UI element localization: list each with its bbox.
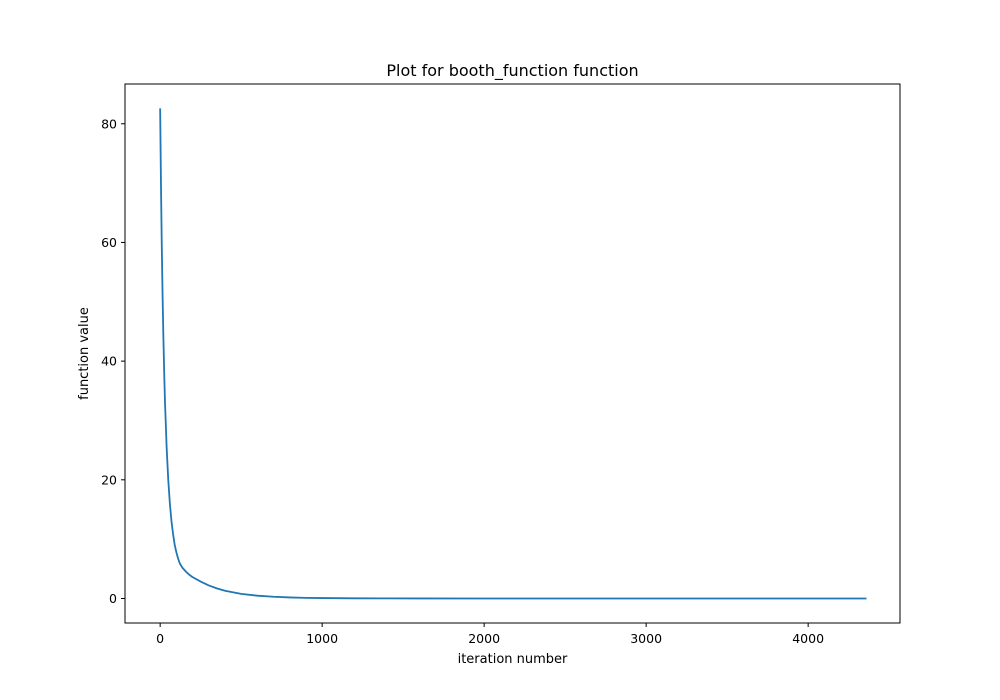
axes-frame: [124, 83, 901, 624]
y-axis-ticks: 0 20 40 60 80: [101, 116, 125, 606]
x-tick-label: 0: [156, 631, 164, 646]
series-line: [159, 108, 867, 600]
y-tick-label: 40: [101, 354, 117, 369]
chart-title: Plot for booth_function function: [386, 61, 638, 81]
x-tick-label: 1000: [306, 631, 338, 646]
y-tick-label: 80: [101, 116, 117, 131]
y-axis-label: function value: [77, 307, 92, 400]
y-tick-label: 60: [101, 235, 117, 250]
x-axis-label: iteration number: [458, 652, 568, 667]
y-tick-label: 20: [101, 472, 117, 487]
x-axis-ticks: 0 1000 2000 3000 4000: [156, 623, 824, 646]
y-tick-label: 0: [109, 591, 117, 606]
plot-area: [124, 83, 901, 624]
x-tick-label: 4000: [792, 631, 824, 646]
x-tick-label: 2000: [468, 631, 500, 646]
x-tick-label: 3000: [630, 631, 662, 646]
